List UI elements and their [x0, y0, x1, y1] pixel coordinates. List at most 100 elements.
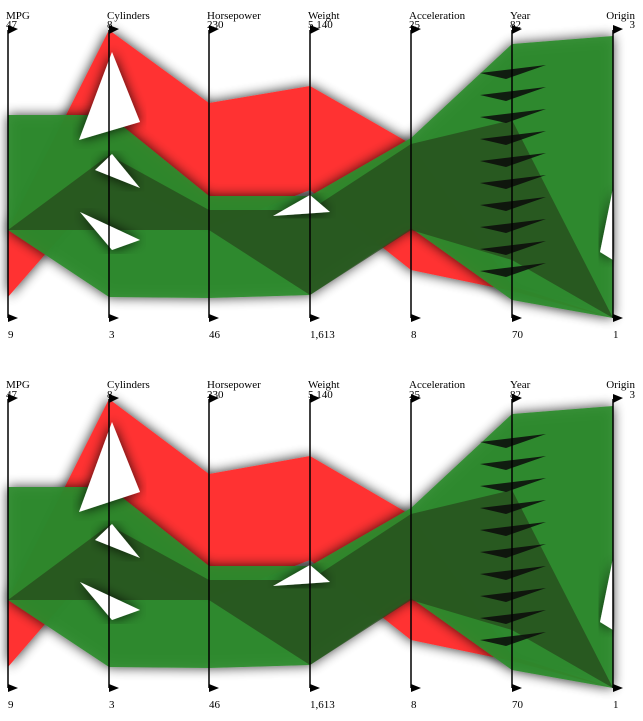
axis-name-label: MPG	[6, 10, 30, 22]
year-spike-mark	[480, 544, 546, 558]
axis-name-label: Cylinders	[107, 379, 150, 391]
axis-max-label: 5,140	[308, 19, 333, 31]
axis-max-label: 3	[630, 19, 636, 31]
axis-bottom-arrow-icon	[209, 684, 219, 692]
year-spike-mark	[480, 153, 546, 167]
axis-min-label: 8	[411, 699, 417, 711]
year-spike-mark	[480, 175, 546, 189]
axis-name-label: Year	[510, 10, 531, 22]
axis-max-label: 82	[510, 389, 521, 401]
axis-min-label: 1	[613, 329, 619, 341]
band-gap-4	[600, 188, 613, 260]
axis-top-arrow-icon	[512, 394, 522, 403]
axis-bottom-arrow-icon	[209, 314, 219, 322]
axis-bottom-arrow-icon	[8, 684, 18, 692]
axis-name-label: Weight	[308, 379, 340, 391]
axis-max-label: 8	[107, 389, 113, 401]
axis-min-label: 46	[209, 329, 221, 341]
axis-max-label: 3	[630, 389, 636, 401]
axis-top-arrow-icon	[411, 394, 421, 403]
axis-max-label: 8	[107, 19, 113, 31]
year-spike-mark	[480, 522, 546, 536]
axis-min-label: 9	[8, 699, 14, 711]
axis-min-label: 46	[209, 699, 221, 711]
axis-top-arrow-icon	[411, 25, 421, 34]
axis-max-label: 47	[6, 19, 18, 31]
axis-top-arrow-icon	[310, 25, 320, 34]
year-spike-mark	[480, 456, 546, 470]
axis-top-arrow-icon	[613, 25, 623, 34]
axis-name-label: Year	[510, 379, 531, 391]
axis-name-label: Origin	[606, 10, 635, 22]
axis-top-arrow-icon	[310, 394, 320, 403]
axis-min-label: 1,613	[310, 329, 335, 341]
year-spike-mark	[480, 566, 546, 580]
axis-min-label: 70	[512, 699, 524, 711]
axis-name-label: MPG	[6, 379, 30, 391]
axis-min-label: 1,613	[310, 699, 335, 711]
year-spike-mark	[480, 263, 546, 277]
year-spike-mark	[480, 478, 546, 492]
axis-top-arrow-icon	[8, 25, 18, 34]
axis-top-arrow-icon	[109, 25, 119, 34]
axis-name-label: Cylinders	[107, 10, 150, 22]
axis-name-label: Acceleration	[409, 379, 466, 391]
year-spike-mark	[480, 219, 546, 233]
axis-bottom-arrow-icon	[109, 314, 119, 322]
axis-bottom-arrow-icon	[310, 684, 320, 692]
axis-top-arrow-icon	[613, 394, 623, 403]
axis-min-label: 3	[109, 329, 115, 341]
axis-name-label: Acceleration	[409, 10, 466, 22]
year-spike-mark	[480, 241, 546, 255]
axis-min-label: 1	[613, 699, 619, 711]
axis-name-label: Origin	[606, 379, 635, 391]
band-gap-1	[95, 524, 140, 558]
axis-bottom-arrow-icon	[411, 314, 421, 322]
axis-top-arrow-icon	[209, 394, 219, 403]
axis-bottom-arrow-icon	[512, 314, 522, 322]
axis-top-arrow-icon	[209, 25, 219, 34]
axis-top-arrow-icon	[109, 394, 119, 403]
axis-min-label: 70	[512, 329, 524, 341]
year-spike-mark	[480, 500, 546, 514]
band-gap-2	[80, 582, 140, 620]
axis-max-label: 230	[207, 19, 224, 31]
axis-max-label: 5,140	[308, 389, 333, 401]
chart-panel-top: MPG479Cylinders83Horsepower23046Weight5,…	[6, 10, 636, 341]
axis-min-label: 9	[8, 329, 14, 341]
year-spike-mark	[480, 65, 546, 79]
axis-name-label: Horsepower	[207, 379, 261, 391]
year-spike-mark	[480, 131, 546, 145]
year-spike-mark	[480, 109, 546, 123]
band-gap-1	[95, 154, 140, 188]
axis-bottom-arrow-icon	[411, 684, 421, 692]
axis-min-label: 8	[411, 329, 417, 341]
axis-name-label: Horsepower	[207, 10, 261, 22]
year-spike-mark	[480, 632, 546, 646]
axis-bottom-arrow-icon	[512, 684, 522, 692]
axis-bottom-arrow-icon	[109, 684, 119, 692]
year-spike-mark	[480, 434, 546, 448]
axis-max-label: 25	[409, 19, 421, 31]
band-gap-4	[600, 558, 613, 630]
year-spike-mark	[480, 610, 546, 624]
axis-max-label: 47	[6, 389, 18, 401]
year-spike-mark	[480, 87, 546, 101]
axis-top-arrow-icon	[8, 394, 18, 403]
chart-panel-bottom: MPG479Cylinders83Horsepower23046Weight5,…	[6, 379, 636, 711]
axis-name-label: Weight	[308, 10, 340, 22]
axis-bottom-arrow-icon	[310, 314, 320, 322]
band-gap-3	[273, 195, 330, 216]
